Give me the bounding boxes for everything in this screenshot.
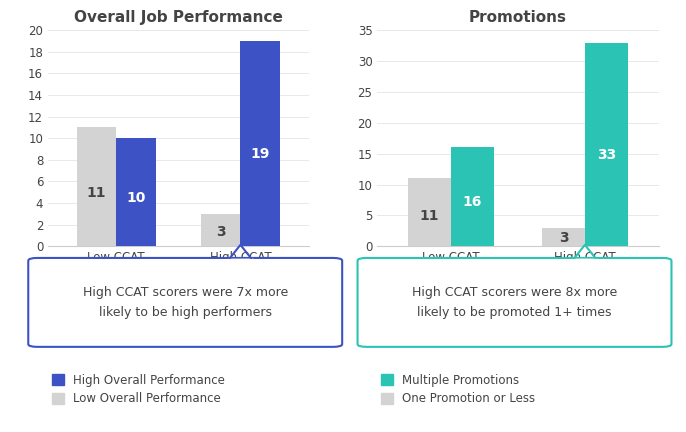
Text: 11: 11	[86, 186, 106, 200]
Bar	[117, 138, 156, 246]
Bar	[240, 41, 280, 246]
Legend: Multiple Promotions, One Promotion or Less: Multiple Promotions, One Promotion or Le…	[377, 369, 540, 410]
Bar	[408, 178, 451, 246]
Text: 19: 19	[250, 147, 270, 161]
Bar	[201, 214, 240, 246]
Bar	[585, 43, 628, 246]
Legend: High Overall Performance, Low Overall Performance: High Overall Performance, Low Overall Pe…	[47, 369, 230, 410]
Title: Overall Job Performance: Overall Job Performance	[74, 10, 283, 25]
Bar	[542, 228, 585, 246]
Text: 16: 16	[462, 195, 482, 209]
Text: 10: 10	[126, 191, 146, 205]
Text: High CCAT scorers were 8x more
likely to be promoted 1+ times: High CCAT scorers were 8x more likely to…	[412, 286, 617, 319]
Text: High CCAT scorers were 7x more
likely to be high performers: High CCAT scorers were 7x more likely to…	[82, 286, 288, 319]
Bar	[451, 147, 494, 246]
Title: Promotions: Promotions	[469, 10, 567, 25]
Bar	[77, 127, 117, 246]
Text: 33: 33	[597, 148, 616, 162]
Text: 3: 3	[216, 225, 226, 238]
Text: 3: 3	[558, 231, 568, 245]
FancyBboxPatch shape	[28, 258, 342, 347]
Text: 11: 11	[420, 209, 439, 222]
FancyBboxPatch shape	[357, 258, 672, 347]
